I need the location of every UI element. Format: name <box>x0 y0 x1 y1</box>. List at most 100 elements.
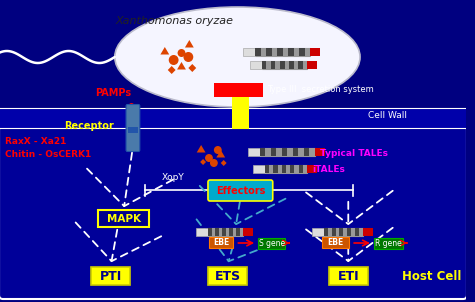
Bar <box>293 148 298 156</box>
Bar <box>310 48 320 56</box>
Bar <box>340 228 343 236</box>
Text: iTALEs: iTALEs <box>312 165 345 174</box>
Text: EBE: EBE <box>213 238 229 247</box>
Bar <box>243 228 253 236</box>
Bar <box>322 237 349 248</box>
Bar <box>196 228 208 236</box>
Bar <box>299 48 304 56</box>
Text: PAMPs: PAMPs <box>95 88 131 98</box>
Bar <box>222 228 226 236</box>
Bar <box>265 165 307 173</box>
Text: Type III  secretion system: Type III secretion system <box>267 85 374 95</box>
Bar <box>127 127 138 133</box>
Polygon shape <box>216 150 225 158</box>
Bar <box>236 228 240 236</box>
Text: PTI: PTI <box>100 269 122 282</box>
Bar <box>271 61 276 69</box>
Circle shape <box>183 52 193 62</box>
Bar <box>98 210 149 227</box>
Text: MAPK: MAPK <box>106 214 141 223</box>
Bar <box>324 228 363 236</box>
Text: Receptor: Receptor <box>64 121 114 131</box>
Bar <box>243 48 255 56</box>
Text: Chitin - OsCERK1: Chitin - OsCERK1 <box>5 150 91 159</box>
Bar <box>250 61 262 69</box>
Bar <box>260 148 266 156</box>
Text: S gene: S gene <box>259 239 285 248</box>
Bar <box>315 148 325 156</box>
Bar <box>307 61 317 69</box>
Bar <box>266 48 272 56</box>
Polygon shape <box>161 47 169 54</box>
Bar <box>215 228 218 236</box>
Bar <box>329 267 368 285</box>
Bar <box>255 48 261 56</box>
Circle shape <box>214 146 222 154</box>
Bar <box>253 165 265 173</box>
Polygon shape <box>221 160 227 166</box>
Bar <box>374 238 403 249</box>
Bar <box>290 165 294 173</box>
Circle shape <box>129 103 134 109</box>
FancyBboxPatch shape <box>126 104 140 152</box>
Bar <box>258 238 285 249</box>
Text: EBE: EBE <box>327 238 343 247</box>
Bar <box>91 267 131 285</box>
Bar <box>273 165 277 173</box>
Bar <box>324 228 328 236</box>
Bar <box>255 48 310 56</box>
Polygon shape <box>189 64 196 72</box>
Bar <box>282 148 287 156</box>
Text: Host Cell: Host Cell <box>402 269 462 282</box>
Bar <box>347 228 351 236</box>
Circle shape <box>210 159 218 167</box>
Bar <box>271 148 276 156</box>
Bar <box>209 237 234 248</box>
Bar <box>262 61 266 69</box>
Polygon shape <box>197 145 206 153</box>
Text: RaxX - Xa21: RaxX - Xa21 <box>5 137 66 146</box>
Ellipse shape <box>115 7 360 107</box>
Bar <box>299 165 303 173</box>
Bar <box>298 61 303 69</box>
Text: Effectors: Effectors <box>216 185 265 195</box>
Bar <box>208 228 211 236</box>
Bar <box>363 228 373 236</box>
Bar <box>262 61 307 69</box>
Text: ETI: ETI <box>337 269 359 282</box>
Circle shape <box>169 55 179 65</box>
Bar <box>282 165 286 173</box>
FancyBboxPatch shape <box>0 126 467 299</box>
Bar <box>277 48 283 56</box>
Bar <box>214 83 263 97</box>
Bar <box>288 48 294 56</box>
Polygon shape <box>200 159 206 165</box>
Circle shape <box>178 49 185 57</box>
Bar <box>260 148 315 156</box>
Bar <box>307 165 317 173</box>
Text: Typical TALEs: Typical TALEs <box>320 149 388 158</box>
Bar <box>304 148 309 156</box>
Bar <box>312 228 324 236</box>
Bar <box>0 108 466 128</box>
Bar <box>280 61 285 69</box>
Bar <box>248 148 260 156</box>
Polygon shape <box>185 40 194 47</box>
Bar <box>208 267 247 285</box>
FancyBboxPatch shape <box>208 180 273 201</box>
Bar <box>265 165 269 173</box>
Bar <box>208 228 243 236</box>
Bar <box>229 228 233 236</box>
Text: XopY: XopY <box>162 173 185 182</box>
Bar <box>289 61 294 69</box>
Circle shape <box>205 154 213 162</box>
Bar <box>231 97 249 129</box>
Bar <box>355 228 359 236</box>
Bar <box>332 228 335 236</box>
Text: Cell Wall: Cell Wall <box>368 111 407 120</box>
Text: ETS: ETS <box>215 269 241 282</box>
Polygon shape <box>177 62 186 69</box>
Text: Xanthomonas oryzae: Xanthomonas oryzae <box>115 16 234 26</box>
Text: R gene: R gene <box>375 239 402 248</box>
Polygon shape <box>168 66 176 74</box>
